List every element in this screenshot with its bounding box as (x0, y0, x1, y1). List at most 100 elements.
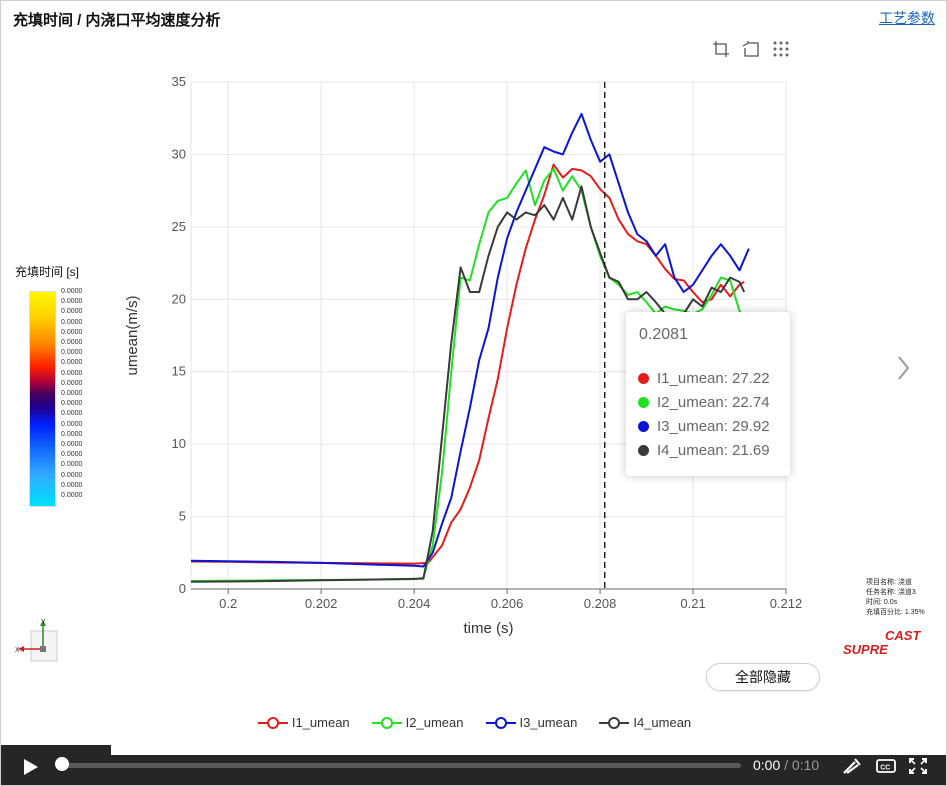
captions-icon[interactable]: CC (875, 756, 897, 776)
y-tick-label: 35 (172, 74, 186, 89)
colorbar-label: 0.0000 (61, 441, 83, 449)
process-params-link[interactable]: 工艺参数 (879, 10, 935, 26)
y-tick-label: 15 (172, 364, 186, 379)
info-task: 任务名称: 浇道3 (866, 589, 916, 596)
colorbar-title: 充填时间 [s] (15, 265, 80, 279)
colorbar-label: 0.0000 (61, 288, 83, 295)
colorbar-label: 0.0000 (61, 410, 83, 418)
fullscreen-icon[interactable] (907, 756, 929, 776)
x-tick-label: 0.212 (770, 596, 803, 611)
legend-item-I3_umean[interactable]: I3_umean (485, 715, 578, 730)
project-info: 项目名称: 浇道 任务名称: 浇道3 时间: 0.0s 充填百分比: 1.35% (866, 578, 946, 618)
playback-speed-icon[interactable] (841, 756, 863, 776)
colorbar-label: 0.0000 (61, 369, 83, 377)
tooltip-row: I1_umean: 27.22 (638, 370, 770, 387)
colorbar-label: 0.0000 (61, 349, 83, 357)
tooltip-dot (638, 445, 649, 456)
legend-marker-icon (257, 716, 288, 729)
castsupre-logo: CAST SUPRE (839, 627, 921, 657)
y-tick-label: 5 (179, 509, 186, 524)
svg-text:SUPRE: SUPRE (843, 642, 888, 657)
tooltip-value: I3_umean: 29.92 (657, 418, 770, 435)
x-tick-label: 0.202 (305, 596, 338, 611)
legend-label: I4_umean (633, 715, 692, 730)
tooltip-dot (638, 421, 649, 432)
tooltip-row: I3_umean: 29.92 (638, 418, 770, 435)
x-tick-label: 0.204 (398, 596, 431, 611)
colorbar-label: 0.0000 (61, 339, 83, 347)
colorbar-label: 0.0000 (61, 390, 83, 398)
y-axis-title: umean(m/s) (124, 295, 141, 375)
y-tick-label: 0 (179, 581, 186, 596)
legend-item-I4_umean[interactable]: I4_umean (599, 715, 691, 730)
video-progress-track[interactable] (61, 763, 741, 768)
hide-all-button[interactable]: 全部隐藏 (706, 663, 820, 691)
series-line-I4_umean (190, 185, 746, 583)
x-tick-label: 0.21 (680, 596, 705, 611)
colorbar-label: 0.0000 (61, 471, 83, 479)
colorbar-labels: 0.0000 0.0000 0.0000 0.0000 0.0000 0.0000 0.00… (61, 287, 101, 501)
colorbar-label: 0.0000 (61, 492, 83, 500)
colorbar-label: 0.0000 (61, 430, 83, 438)
grid-dots-icon[interactable] (771, 39, 791, 59)
x-tick-label: 0.206 (491, 596, 524, 611)
tooltip-value: I2_umean: 22.74 (657, 394, 770, 411)
legend-item-I2_umean[interactable]: I2_umean (371, 715, 464, 730)
colorbar-label: 0.0000 (61, 328, 83, 336)
video-progress-handle[interactable] (55, 757, 69, 771)
page-title: 充填时间 / 内浇口平均速度分析 (13, 12, 221, 29)
colorbar-label: 0.0000 (61, 481, 83, 489)
legend-marker-icon (599, 716, 630, 729)
colorbar-label: 0.0000 (61, 451, 83, 459)
tooltip-row: I2_umean: 22.74 (638, 394, 770, 411)
legend-label: I1_umean (291, 715, 350, 730)
data-tooltip: 0.2081 I1_umean: 27.22 I2_umean: 22.74 I3_… (626, 312, 790, 476)
y-tick-label: 25 (172, 219, 186, 234)
legend-marker-icon (371, 716, 402, 729)
axis-y-label: Y (41, 619, 46, 626)
tooltip-value: I1_umean: 27.22 (657, 370, 770, 387)
video-current-time: 0:00 (753, 757, 781, 773)
x-tick-label: 0.208 (584, 596, 617, 611)
info-project: 项目名称: 浇道 (866, 579, 912, 586)
series-line-I1_umean (190, 163, 745, 565)
y-tick-label: 20 (172, 291, 186, 306)
colorbar-label: 0.0000 (61, 400, 83, 408)
legend-marker-icon (485, 716, 516, 729)
y-tick-label: 30 (172, 146, 186, 161)
colorbar-label: 0.0000 (61, 298, 83, 306)
x-tick-label: 0.2 (219, 596, 237, 611)
colorbar-label: 0.0000 (61, 461, 83, 469)
play-icon[interactable] (21, 757, 41, 777)
svg-text:CAST: CAST (885, 628, 921, 643)
next-arrow-icon[interactable] (893, 353, 913, 383)
zoom-select-icon[interactable] (711, 39, 731, 59)
umean-line-chart: 0 5 10 15 20 25 30 35 0.2 0.202 0.204 0.206 0.208 0.2… (124, 74, 803, 637)
info-time: 时间: 0.0s (866, 599, 898, 606)
x-axis-title: time (s) (464, 620, 514, 637)
tooltip-row: I4_umean: 21.69 (638, 442, 770, 459)
legend-label: I3_umean (519, 715, 578, 730)
tooltip-value: I4_umean: 21.69 (657, 442, 770, 459)
tooltip-dot (638, 397, 649, 408)
svg-text:CC: CC (880, 765, 890, 772)
series-line-I3_umean (190, 112, 750, 568)
chart-toolbar (711, 39, 791, 59)
video-time: 0:00 / 0:10 (753, 757, 820, 773)
colorbar-label: 0.0000 (61, 359, 83, 367)
video-duration: 0:10 (791, 757, 820, 773)
colorbar-label: 0.0000 (61, 308, 83, 316)
colorbar (29, 291, 56, 507)
legend-label: I2_umean (405, 715, 464, 730)
series-legend: I1_umean I2_umean I3_umean I4_umean (1, 715, 946, 730)
colorbar-label: 0.0000 (61, 318, 83, 326)
y-tick-label: 10 (172, 436, 186, 451)
zoom-reset-icon[interactable] (741, 39, 761, 59)
axis-orientation-widget: Y X (15, 617, 61, 665)
colorbar-label: 0.0000 (61, 420, 83, 428)
colorbar-label: 0.0000 (61, 379, 83, 387)
legend-item-I1_umean[interactable]: I1_umean (257, 715, 350, 730)
info-fill: 充填百分比: 1.35% (866, 609, 925, 616)
tooltip-dot (638, 373, 649, 384)
